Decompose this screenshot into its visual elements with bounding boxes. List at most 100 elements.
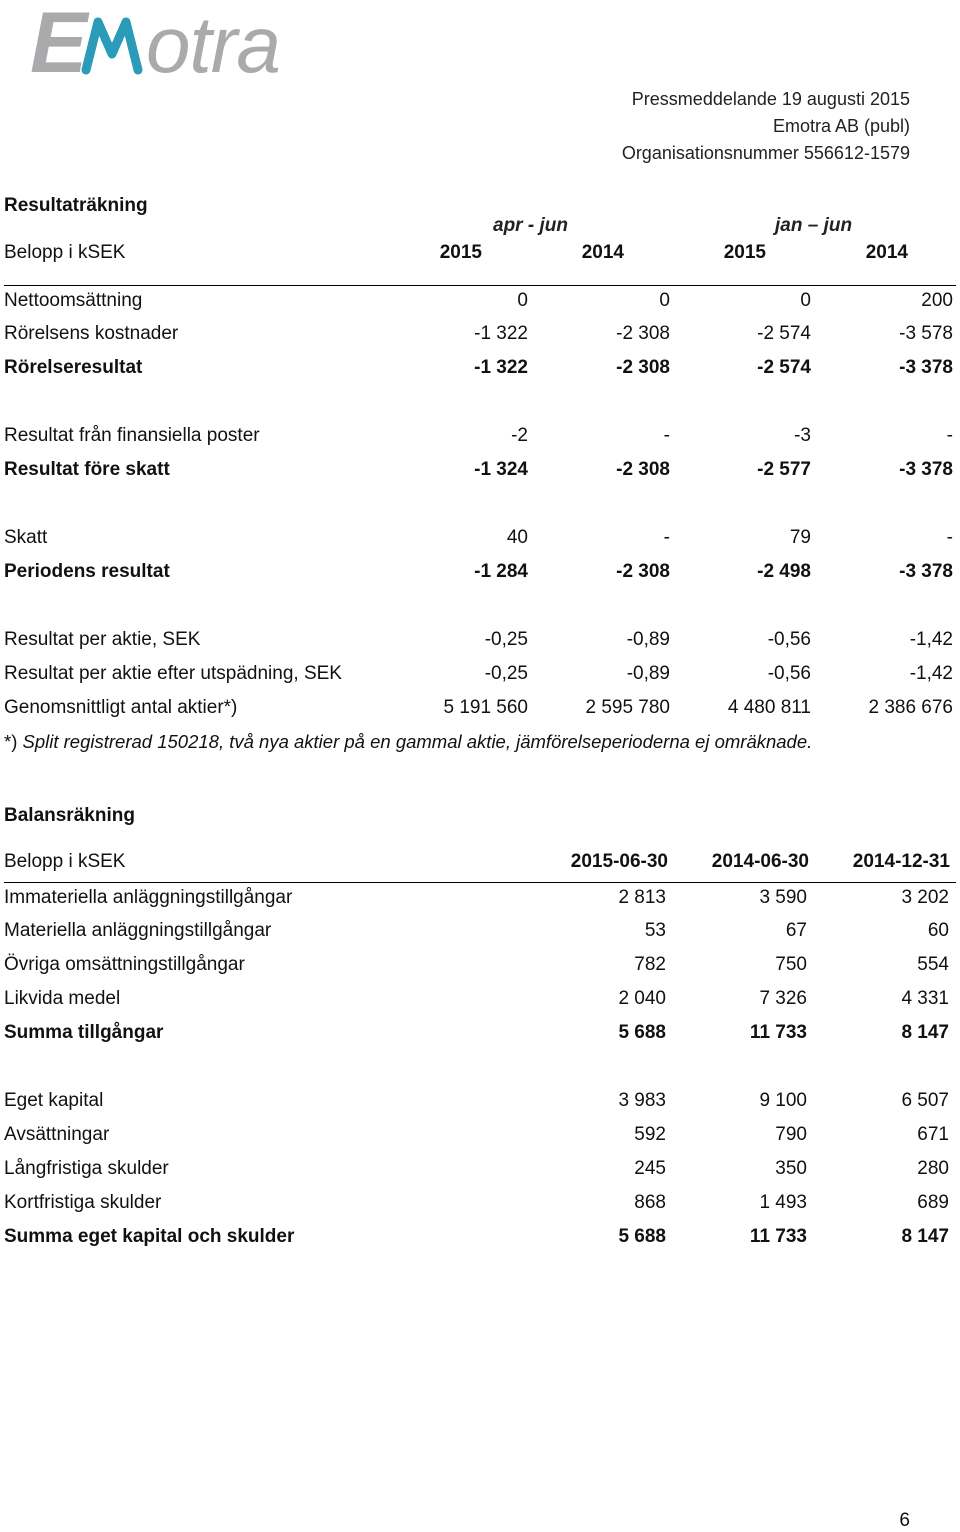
balance-cell: 5 688 (618, 1022, 666, 1043)
income-cell: - (663, 425, 670, 446)
income-cell: -2 574 (757, 357, 811, 378)
balance-cell: 6 507 (901, 1090, 949, 1111)
balance-cell: 11 733 (749, 1022, 807, 1043)
income-cell: 5 191 560 (443, 697, 528, 718)
year-header-1: 2015 (439, 242, 482, 263)
income-cell: 2 386 676 (868, 697, 953, 718)
balance-row-label: Eget kapital (4, 1090, 104, 1111)
org-number: Organisationsnummer 556612-1579 (621, 143, 910, 163)
income-cell: -2 308 (616, 561, 670, 582)
balance-cell: 350 (775, 1158, 807, 1179)
date-header-1: 2015-06-30 (570, 851, 668, 872)
income-cell: -0,56 (767, 629, 811, 650)
income-cell: -3 578 (899, 323, 953, 344)
income-cell: 0 (800, 290, 811, 311)
balance-cell: 1 493 (759, 1192, 807, 1213)
svg-text:E: E (30, 0, 90, 82)
balance-row-label: Övriga omsättningstillgångar (4, 954, 245, 975)
balance-cell: 689 (917, 1192, 949, 1213)
balance-cell: 7 326 (759, 988, 807, 1009)
income-cell: 200 (921, 290, 953, 311)
income-cell: -2 498 (757, 561, 811, 582)
footnote: *) Split registrerad 150218, två nya akt… (4, 731, 812, 753)
balance-cell: 3 590 (759, 887, 807, 908)
balance-cell: 3 202 (901, 887, 949, 908)
balance-cell: 782 (634, 954, 666, 975)
income-cell: -1 322 (474, 323, 528, 344)
balance-cell: 8 147 (901, 1226, 949, 1247)
footnote-text: Split registrerad 150218, två nya aktier… (22, 731, 813, 752)
income-cell: -3 378 (899, 459, 953, 480)
press-release-date: Pressmeddelande 19 augusti 2015 (631, 89, 910, 109)
balance-row-label: Långfristiga skulder (4, 1158, 169, 1179)
balance-cell: 280 (917, 1158, 949, 1179)
income-header-rule (4, 285, 956, 286)
income-cell: -0,89 (626, 663, 670, 684)
balance-cell: 554 (917, 954, 949, 975)
balance-row-label: Avsättningar (4, 1124, 110, 1145)
income-cell: -2 577 (757, 459, 811, 480)
balance-cell: 4 331 (901, 988, 949, 1009)
company-name: Emotra AB (publ) (772, 116, 910, 136)
income-cell: 79 (789, 527, 811, 548)
balance-cell: 3 983 (618, 1090, 666, 1111)
balance-header-rule (4, 882, 956, 883)
footnote-mark: *) (4, 731, 18, 752)
balance-cell: 671 (917, 1124, 949, 1145)
income-cell: -0,25 (484, 663, 528, 684)
income-cell: 0 (517, 290, 528, 311)
income-cell: 2 595 780 (585, 697, 670, 718)
period-label-h1: jan – jun (775, 215, 853, 236)
income-row-label: Resultat per aktie efter utspädning, SEK (4, 663, 342, 684)
income-cell: -2 308 (616, 357, 670, 378)
income-cell: -0,56 (767, 663, 811, 684)
balance-cell: 11 733 (749, 1226, 807, 1247)
income-cell: -2 308 (616, 459, 670, 480)
income-cell: -2 308 (616, 323, 670, 344)
income-row-label: Resultat före skatt (4, 459, 170, 480)
balance-cell: 750 (775, 954, 807, 975)
income-unit-label: Belopp i kSEK (4, 242, 126, 263)
balance-cell: 2 040 (618, 988, 666, 1009)
balance-cell: 60 (927, 920, 949, 941)
date-header-3: 2014-12-31 (852, 851, 950, 872)
income-cell: 4 480 811 (727, 697, 811, 718)
balance-cell: 245 (634, 1158, 666, 1179)
income-row-label: Rörelsens kostnader (4, 323, 179, 344)
year-header-3: 2015 (723, 242, 766, 263)
press-release-header: Pressmeddelande 19 augusti 2015 Emotra A… (622, 86, 910, 167)
balance-cell: 790 (775, 1124, 807, 1145)
income-cell: -1 322 (474, 357, 528, 378)
balance-row-label: Immateriella anläggningstillgångar (4, 887, 293, 908)
year-header-2: 2014 (581, 242, 624, 263)
income-cell: -1 324 (474, 459, 528, 480)
balance-cell: 5 688 (618, 1226, 666, 1247)
balance-row-label: Likvida medel (4, 988, 121, 1009)
income-cell: 40 (506, 527, 528, 548)
emotra-logo: E otra (30, 0, 281, 82)
balance-unit-label: Belopp i kSEK (4, 851, 126, 872)
income-row-label: Periodens resultat (4, 561, 170, 582)
income-cell: 0 (659, 290, 670, 311)
income-cell: -1 284 (474, 561, 528, 582)
income-row-label: Nettoomsättning (4, 290, 143, 311)
balance-cell: 53 (644, 920, 666, 941)
balance-cell: 868 (634, 1192, 666, 1213)
income-row-label: Resultat per aktie, SEK (4, 629, 201, 650)
balance-cell: 67 (785, 920, 807, 941)
balance-row-label: Materiella anläggningstillgångar (4, 920, 272, 941)
balance-cell: 592 (634, 1124, 666, 1145)
svg-text:otra: otra (146, 0, 280, 82)
balance-row-label: Summa eget kapital och skulder (4, 1226, 295, 1247)
income-cell: -2 (511, 425, 528, 446)
balance-cell: 2 813 (618, 887, 666, 908)
income-cell: - (663, 527, 670, 548)
income-cell: - (946, 527, 953, 548)
income-row-label: Skatt (4, 527, 48, 548)
balance-row-label: Kortfristiga skulder (4, 1192, 162, 1213)
balance-row-label: Summa tillgångar (4, 1022, 164, 1043)
page-number: 6 (899, 1510, 910, 1531)
balance-cell: 9 100 (759, 1090, 807, 1111)
period-label-q2: apr - jun (493, 215, 568, 236)
income-row-label: Genomsnittligt antal aktier*) (4, 697, 238, 718)
